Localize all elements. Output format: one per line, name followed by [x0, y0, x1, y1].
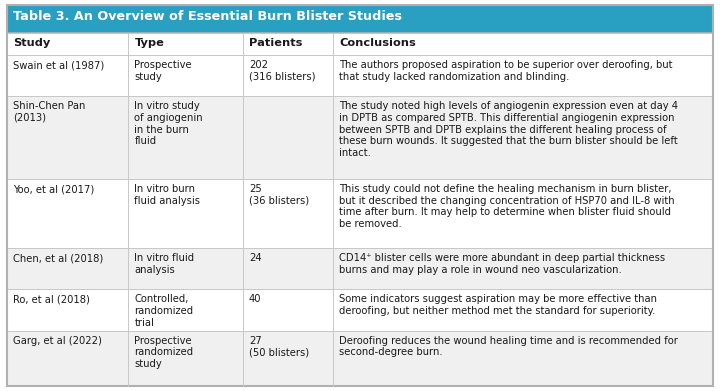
Bar [243, 179, 333, 248]
Text: Ro, et al (2018): Ro, et al (2018) [13, 294, 90, 305]
Bar [128, 179, 243, 248]
Text: The authors proposed aspiration to be superior over deroofing, but
that study la: The authors proposed aspiration to be su… [339, 60, 672, 82]
Bar [333, 96, 713, 179]
Text: Garg, et al (2022): Garg, et al (2022) [13, 336, 102, 346]
Bar [243, 55, 333, 96]
Text: Controlled,
randomized
trial: Controlled, randomized trial [135, 294, 194, 328]
Text: Study: Study [13, 38, 50, 48]
Bar [7, 33, 128, 55]
Bar [243, 248, 333, 289]
Text: 27
(50 blisters): 27 (50 blisters) [249, 336, 309, 357]
Text: Prospective
study: Prospective study [135, 60, 192, 82]
Bar [333, 289, 713, 331]
Text: This study could not define the healing mechanism in burn blister,
but it descri: This study could not define the healing … [339, 184, 675, 229]
Bar [333, 33, 713, 55]
Text: Some indicators suggest aspiration may be more effective than
deroofing, but nei: Some indicators suggest aspiration may b… [339, 294, 657, 316]
Bar [333, 55, 713, 96]
Text: Conclusions: Conclusions [339, 38, 416, 48]
Bar [243, 96, 333, 179]
Bar [7, 96, 128, 179]
Text: 24: 24 [249, 253, 261, 263]
Text: Swain et al (1987): Swain et al (1987) [13, 60, 104, 70]
Bar [128, 96, 243, 179]
Text: In vitro fluid
analysis: In vitro fluid analysis [135, 253, 194, 275]
Text: Patients: Patients [249, 38, 302, 48]
Text: The study noted high levels of angiogenin expression even at day 4
in DPTB as co: The study noted high levels of angiogeni… [339, 101, 678, 158]
Text: Chen, et al (2018): Chen, et al (2018) [13, 253, 103, 263]
Bar [333, 331, 713, 386]
Text: 202
(316 blisters): 202 (316 blisters) [249, 60, 315, 82]
Bar [7, 5, 713, 33]
Bar [7, 179, 128, 248]
Text: 25
(36 blisters): 25 (36 blisters) [249, 184, 309, 206]
Bar [7, 248, 128, 289]
Text: Yoo, et al (2017): Yoo, et al (2017) [13, 184, 94, 194]
Text: Shin-Chen Pan
(2013): Shin-Chen Pan (2013) [13, 101, 86, 123]
Text: Deroofing reduces the wound healing time and is recommended for
second-degree bu: Deroofing reduces the wound healing time… [339, 336, 678, 357]
Bar [128, 289, 243, 331]
Bar [128, 331, 243, 386]
Bar [243, 289, 333, 331]
Bar [243, 33, 333, 55]
Text: Table 3. An Overview of Essential Burn Blister Studies: Table 3. An Overview of Essential Burn B… [13, 10, 402, 23]
Bar [128, 248, 243, 289]
Text: In vitro study
of angiogenin
in the burn
fluid: In vitro study of angiogenin in the burn… [135, 101, 203, 146]
Bar [333, 248, 713, 289]
Bar [7, 331, 128, 386]
Bar [7, 55, 128, 96]
Bar [128, 55, 243, 96]
Bar [243, 331, 333, 386]
Text: 40: 40 [249, 294, 261, 305]
Text: Type: Type [135, 38, 164, 48]
Bar [7, 289, 128, 331]
Text: Prospective
randomized
study: Prospective randomized study [135, 336, 194, 369]
Text: CD14⁺ blister cells were more abundant in deep partial thickness
burns and may p: CD14⁺ blister cells were more abundant i… [339, 253, 665, 275]
Bar [333, 179, 713, 248]
Text: In vitro burn
fluid analysis: In vitro burn fluid analysis [135, 184, 200, 206]
Bar [128, 33, 243, 55]
